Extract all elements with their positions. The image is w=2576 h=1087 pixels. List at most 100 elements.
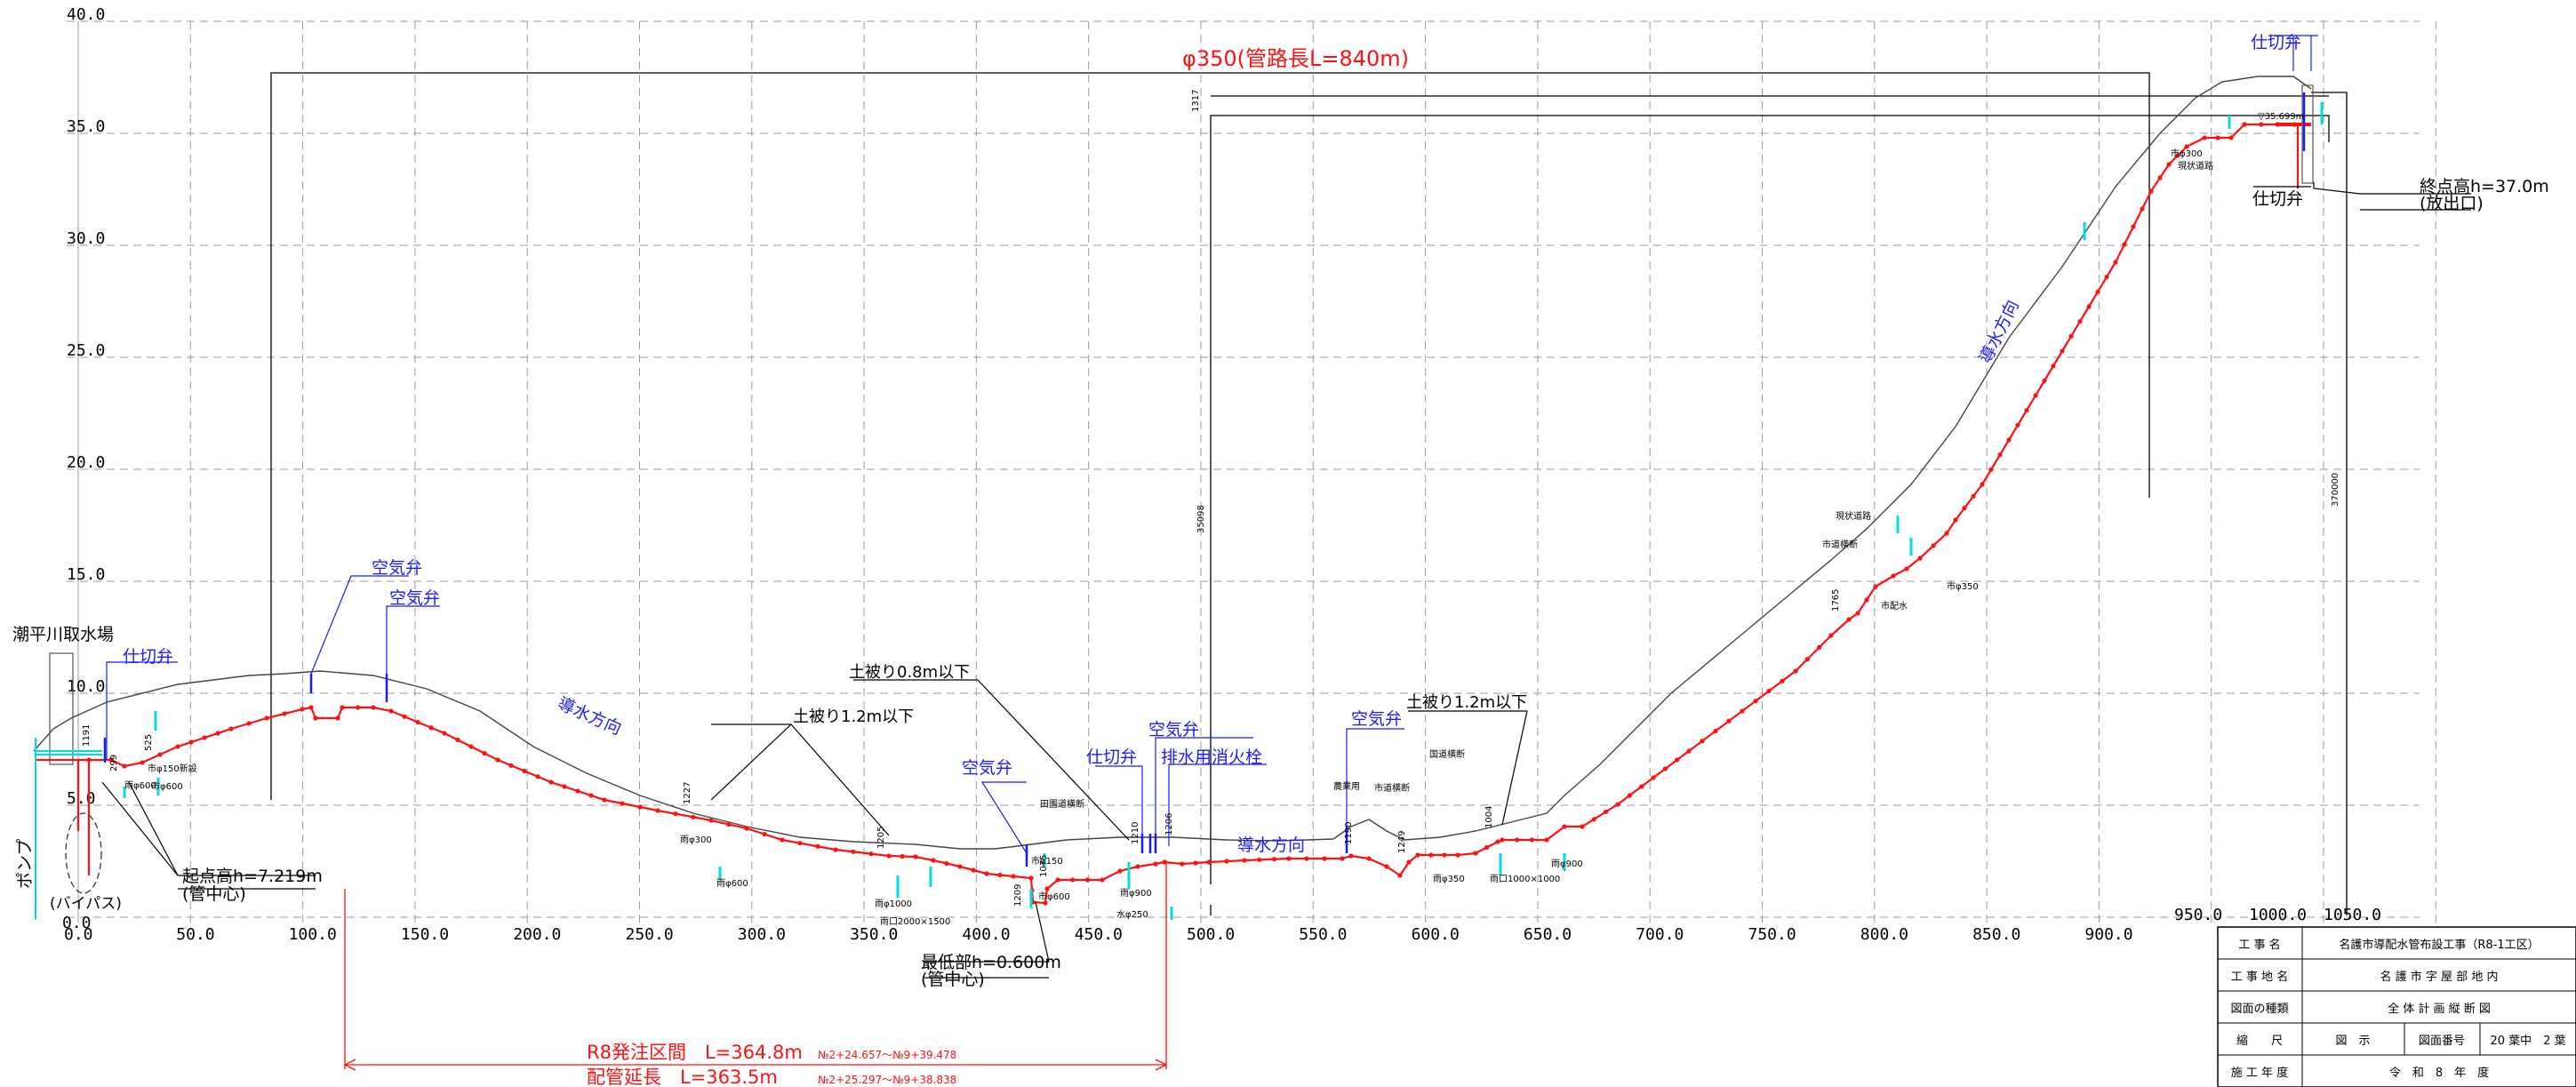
pipe-marker	[1604, 809, 1609, 814]
pipe-marker	[1044, 886, 1050, 891]
pipe-marker	[122, 763, 127, 769]
pipe-marker	[1997, 452, 2003, 458]
flow-direction-2: 導水方向	[1237, 835, 1305, 855]
small-annotation: 市φ300	[2171, 148, 2203, 159]
small-annotation: 市φ150新設	[148, 763, 197, 774]
pipe-marker	[913, 854, 918, 859]
pipe-marker	[1500, 837, 1505, 843]
gate-valve-label-1: 仕切弁	[123, 647, 173, 667]
pipe-marker	[2215, 135, 2220, 140]
pipe-marker	[2051, 364, 2056, 369]
small-annotation: 雨φ600	[716, 879, 748, 889]
pipe-marker	[215, 731, 220, 736]
pipe-marker	[2175, 153, 2180, 158]
cover-label-12a: 土被り1.2m以下	[793, 707, 914, 726]
pipe-marker	[2157, 175, 2163, 180]
pipe-marker	[1639, 784, 1644, 789]
pipe-marker	[508, 763, 514, 768]
tb-label-0: 工 事 名	[2238, 938, 2280, 952]
x-tick-label: 150.0	[401, 925, 449, 944]
pipe-marker	[308, 705, 314, 710]
y-axis-ticks: 40.0 35.0 30.0 25.0 20.0 15.0 10.0 5.0 0.0	[62, 5, 105, 932]
pipe-marker	[455, 737, 460, 743]
x-tick-label: 850.0	[1972, 925, 2020, 944]
pipe-marker	[2060, 348, 2065, 354]
flow-direction-1: 導水方向	[555, 693, 624, 739]
pipe-marker	[1740, 708, 1745, 714]
small-annotation: 1205	[876, 827, 886, 849]
small-annotation: 雨φ900	[1120, 889, 1152, 899]
small-annotation: 雨φ300	[680, 835, 712, 845]
pipe-marker	[1544, 837, 1549, 843]
gate-valve-label-3: 仕切弁	[2251, 33, 2301, 52]
pipe-marker	[1953, 517, 1958, 523]
x-tick-label: 50.0	[176, 925, 214, 944]
pipe-marker	[762, 831, 767, 837]
pipe-marker	[2104, 275, 2109, 280]
pipe-marker	[1135, 864, 1140, 869]
pipe-marker	[971, 867, 976, 873]
pipe-marker	[2113, 260, 2118, 265]
ground-line	[33, 76, 2312, 850]
small-annotation: 1765	[1831, 589, 1841, 611]
pipe-marker	[2033, 393, 2038, 398]
small-annotation: 1249	[1397, 831, 1407, 853]
x-tick-label: 900.0	[2084, 925, 2132, 944]
y-tick-label: 35.0	[67, 117, 105, 136]
pipe-marker	[313, 715, 318, 721]
small-annotation: 雨φ900	[1551, 859, 1583, 869]
pipe-marker	[815, 843, 820, 849]
small-annotation: 雨φ1000	[875, 899, 912, 909]
pipe-marker	[1971, 493, 1976, 499]
small-annotation: 1209	[1013, 884, 1023, 907]
air-valve-label-1: 空気弁	[372, 558, 422, 578]
title-block: 工 事 名 名護市導配水管布設工事（R8-1工区） 工 事 地 名 名 護 市 …	[2217, 926, 2576, 1087]
small-annotation: 雨口2000×1500	[880, 917, 950, 927]
pipe-marker	[1415, 852, 1420, 858]
pipe-marker	[1055, 877, 1060, 883]
pipe-marker	[1473, 851, 1478, 856]
x-tick-label: 250.0	[626, 925, 674, 944]
tb-label-1: 工 事 地 名	[2231, 970, 2288, 984]
y-tick-label: 15.0	[67, 565, 105, 584]
r8-section-sub: №2+24.657～№9+39.478	[818, 1049, 956, 1061]
pipe-marker	[548, 779, 554, 785]
x-tick-label: 350.0	[850, 925, 898, 944]
pipe-marker	[535, 774, 540, 779]
small-annotation: 市道横断	[1374, 782, 1410, 794]
pipe-marker	[1271, 857, 1276, 862]
y-tick-label: 0.0	[62, 914, 92, 932]
small-annotation: 525	[144, 734, 154, 751]
pipe-marker	[602, 797, 607, 803]
pipe-marker	[402, 714, 407, 719]
small-annotation: 雨口1000×1000	[1490, 875, 1560, 884]
pipe-marker	[1931, 543, 1936, 548]
pipe-marker	[140, 760, 145, 765]
x-tick-label: 600.0	[1412, 925, 1460, 944]
x-tick-label-far: 1000.0	[2249, 906, 2307, 924]
pipe-marker	[1917, 555, 1923, 561]
outlet-structure	[2276, 84, 2314, 188]
small-annotation: 国道横断	[1429, 748, 1465, 760]
small-annotation: 370000	[2331, 473, 2340, 507]
pump-pipe	[36, 758, 91, 875]
y-tick-label: 30.0	[67, 229, 105, 248]
small-annotation: 田園道横断	[1040, 798, 1084, 810]
pipe-marker	[1153, 861, 1158, 867]
tb-extra-value-3: 20 葉中 2 葉	[2490, 1035, 2565, 1048]
pipe-marker	[1904, 566, 1909, 571]
pipe-marker	[1855, 611, 1860, 616]
intake-label: 潮平川取水場	[12, 625, 114, 644]
tb-value-2: 全 体 計 画 縦 断 図	[2388, 1002, 2491, 1016]
pipe-marker	[2184, 144, 2189, 149]
small-labels: 市φ150新設雨φ600市φ600雨φ300雨φ600雨φ1000雨口2000×…	[82, 90, 2340, 927]
start-height-sub: (管中心)	[182, 884, 246, 904]
pipe-marker	[1084, 877, 1090, 883]
pipe-marker	[300, 707, 305, 712]
small-annotation: 市φ600	[1038, 891, 1070, 902]
pipe-marker	[1366, 856, 1372, 861]
y-tick-label: 20.0	[67, 453, 105, 472]
pipe-marker	[1286, 856, 1292, 861]
pipe-marker	[637, 804, 643, 810]
pump-label: ポンプ	[15, 839, 35, 889]
